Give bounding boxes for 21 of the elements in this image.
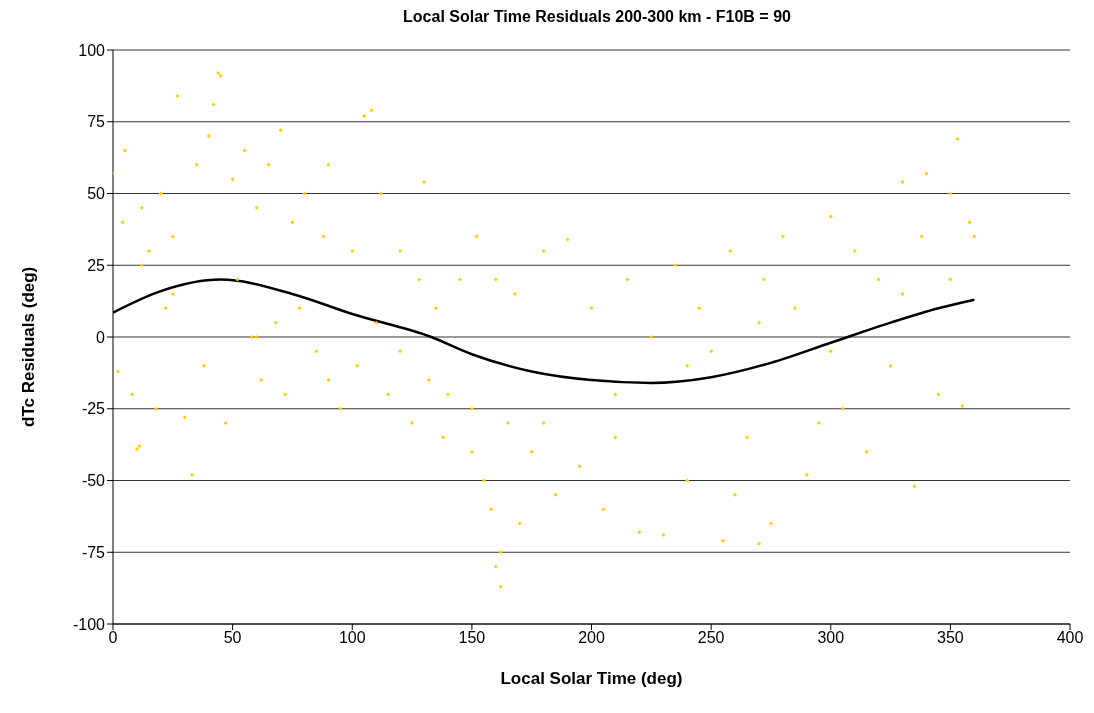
x-tick-label: 300 — [817, 629, 845, 647]
x-tick-label: 250 — [697, 629, 725, 647]
chart-title: Local Solar Time Residuals 200-300 km - F10B = 90 — [402, 8, 792, 27]
x-tick-label: 400 — [1056, 629, 1084, 647]
y-tick-label: -50 — [81, 472, 106, 490]
x-tick-label: 150 — [458, 629, 486, 647]
x-axis-title: Local Solar Time (deg) — [500, 669, 683, 688]
y-tick-label: -75 — [81, 543, 106, 561]
x-tick-label: 100 — [338, 629, 366, 647]
x-tick-label: 350 — [937, 629, 964, 647]
y-tick-label: 25 — [87, 256, 106, 274]
x-tick-label: 0 — [108, 629, 118, 647]
y-tick-label: 75 — [87, 113, 106, 131]
y-axis-title: dTc Residuals (deg) — [19, 266, 39, 427]
y-tick-label: -25 — [81, 400, 106, 418]
y-tick-label: 0 — [96, 328, 106, 346]
x-tick-label: 200 — [578, 629, 605, 647]
x-tick-label: 50 — [223, 629, 242, 647]
y-tick-label: 50 — [87, 185, 106, 203]
y-tick-label: -100 — [72, 615, 106, 633]
y-tick-label: 100 — [78, 41, 106, 59]
